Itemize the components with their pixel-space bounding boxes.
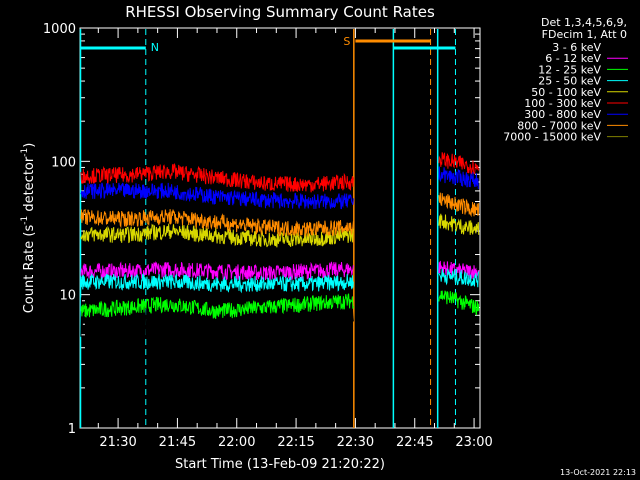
series-line [438,260,480,280]
legend-label: 300 - 800 keV [524,108,601,121]
timestamp: 13-Oct-2021 22:13 [560,468,636,477]
series-line [438,290,480,316]
legend-header-line-1: Det 1,3,4,5,6,9, [541,16,627,29]
series-line [438,213,480,235]
series-line [80,182,354,210]
x-tick-label: 22:15 [277,435,314,450]
x-tick-label: 21:30 [99,435,136,450]
series-line [80,162,354,193]
y-tick-label: 1 [68,422,76,437]
x-tick-label: 22:00 [218,435,255,450]
legend-label: 3 - 6 keV [552,41,601,54]
series-line [438,192,480,218]
y-tick-label: 100 [51,155,76,170]
series-line [438,152,480,175]
x-tick-label: 22:30 [337,435,374,450]
series-line [80,261,354,281]
legend-label: 25 - 50 keV [538,75,601,88]
x-tick-label: 22:45 [396,435,433,450]
series-line [80,273,354,294]
legend-label: 100 - 300 keV [524,97,601,110]
marker-label: N [151,41,159,54]
series-line [80,294,354,351]
legend: Det 1,3,4,5,6,9, FDecim 1, Att 0 3 - 6 k… [503,16,628,144]
legend-label: 50 - 100 keV [531,86,601,99]
x-tick-label: 23:00 [455,435,492,450]
legend-label: 800 - 7000 keV [517,119,601,132]
legend-label: 7000 - 15000 keV [503,131,601,144]
series-line [438,166,480,190]
marker-label: S [343,35,350,48]
chart-title: RHESSI Observing Summary Count Rates [125,3,435,21]
legend-label: 6 - 12 keV [545,52,601,65]
legend-label: 12 - 25 keV [538,63,601,76]
series-line [438,268,480,288]
legend-header-line-2: FDecim 1, Att 0 [542,28,627,41]
y-tick-label: 1000 [43,22,76,37]
x-tick-label: 21:45 [159,435,196,450]
y-axis-label: Count Rate (s-1 detector-1) [20,143,37,314]
series-line [80,208,354,237]
plot-frame [79,27,481,429]
x-axis-label: Start Time (13-Feb-09 21:20:22) [175,457,385,472]
plot-area: 1 10 100 1000 21:30 21:45 22:00 22:15 22:30 22:45… [43,22,493,450]
series-line [80,293,354,319]
y-tick-label: 10 [59,289,76,304]
